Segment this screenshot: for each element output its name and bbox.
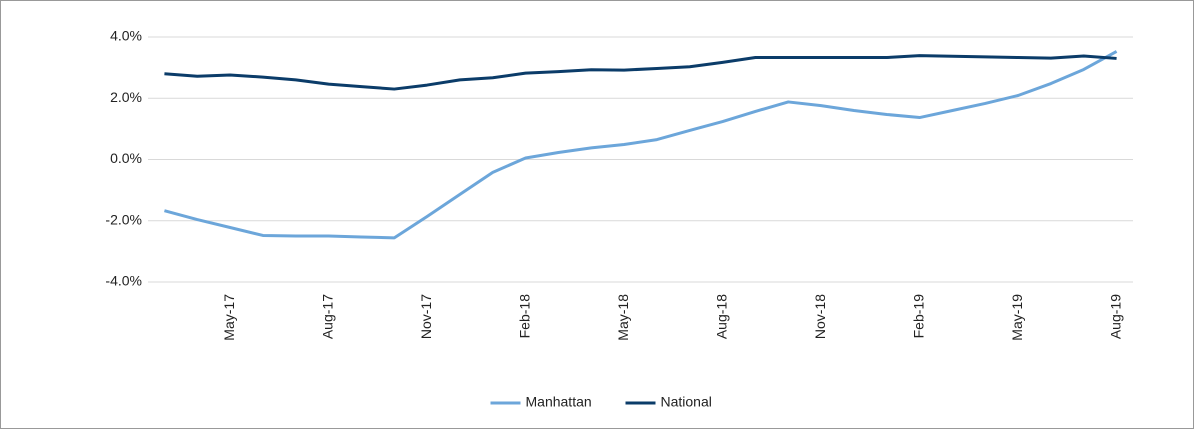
- y-tick-label: 0.0%: [110, 150, 142, 166]
- x-tick-label: Nov-18: [812, 294, 828, 339]
- legend-label: Manhattan: [526, 394, 592, 410]
- x-tick-label: May-19: [1009, 294, 1025, 341]
- y-tick-label: -4.0%: [105, 273, 142, 289]
- x-tick-label: Aug-19: [1107, 294, 1123, 339]
- y-tick-label: 4.0%: [110, 28, 142, 44]
- y-tick-label: 2.0%: [110, 89, 142, 105]
- x-tick-label: Nov-17: [418, 294, 434, 339]
- x-tick-label: Aug-17: [319, 294, 335, 339]
- y-tick-label: -2.0%: [105, 211, 142, 227]
- line-series: [164, 50, 1118, 240]
- x-tick-label: Feb-19: [910, 294, 926, 339]
- x-tick-label: Feb-18: [516, 294, 532, 339]
- x-tick-label: May-17: [221, 294, 237, 341]
- x-tick-label: Aug-18: [713, 294, 729, 339]
- legend-label: National: [661, 394, 712, 410]
- x-tick-label: May-18: [615, 294, 631, 341]
- line-series: [164, 54, 1117, 91]
